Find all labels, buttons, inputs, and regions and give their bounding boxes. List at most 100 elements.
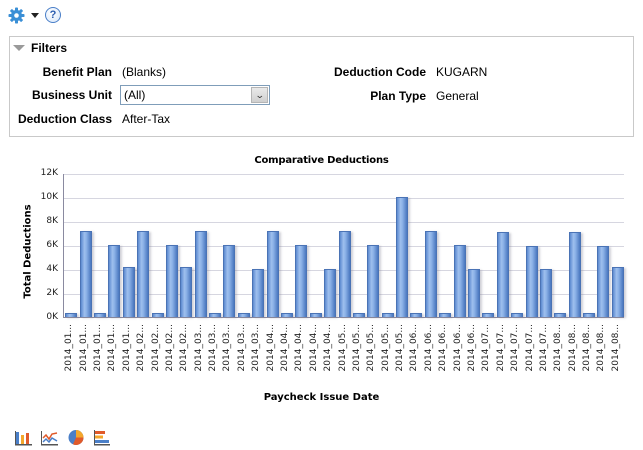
bar[interactable] <box>338 230 351 317</box>
bar[interactable] <box>209 313 222 317</box>
bar[interactable] <box>568 231 581 317</box>
x-tick-label: 2014_04... <box>308 324 319 372</box>
bar[interactable] <box>324 269 337 317</box>
bar[interactable] <box>467 269 480 317</box>
filter-deduction-class: Deduction Class After-Tax <box>10 109 170 129</box>
bar[interactable] <box>79 230 92 317</box>
x-tick-label: 2014_05... <box>337 324 348 372</box>
x-tick-label: 2014_06... <box>438 324 449 372</box>
y-tick-label: 10K <box>40 192 58 202</box>
x-tick-label: 2014_06... <box>409 324 420 372</box>
bar[interactable] <box>223 245 236 317</box>
bar[interactable] <box>554 313 567 317</box>
x-tick-label: 2014_06... <box>423 324 434 372</box>
benefit-plan-value: (Blanks) <box>122 65 167 79</box>
x-tick-label: 2014_08... <box>553 324 564 372</box>
bar[interactable] <box>611 266 624 317</box>
horizontal-bar-chart-icon[interactable] <box>93 429 111 446</box>
x-tick-label: 2014_01... <box>107 324 118 372</box>
x-tick-label: 2014_03... <box>222 324 233 372</box>
filters-toggle[interactable]: Filters <box>13 41 67 55</box>
bar[interactable] <box>482 313 495 317</box>
bar[interactable] <box>583 313 596 317</box>
x-tick-label: 2014_04... <box>265 324 276 372</box>
bar[interactable] <box>194 230 207 317</box>
bar[interactable] <box>410 313 423 317</box>
bar[interactable] <box>396 197 409 317</box>
y-tick-label: 12K <box>40 168 58 178</box>
plot-area <box>63 174 624 318</box>
caret-down-icon[interactable] <box>31 12 39 18</box>
x-tick-label: 2014_06... <box>466 324 477 372</box>
x-tick-label: 2014_02... <box>164 324 175 372</box>
bar[interactable] <box>525 246 538 317</box>
benefit-plan-label: Benefit Plan <box>42 65 112 79</box>
x-tick-label: 2014_06... <box>452 324 463 372</box>
deduction-class-label: Deduction Class <box>17 112 112 126</box>
bar[interactable] <box>266 230 279 317</box>
collapse-triangle-icon <box>13 45 25 51</box>
chevron-down-icon: ⌄ <box>254 89 265 100</box>
x-tick-label: 2014_01... <box>64 324 75 372</box>
x-tick-label: 2014_02... <box>179 324 190 372</box>
bar[interactable] <box>295 245 308 317</box>
filter-plan-type: Plan Type General <box>310 86 479 106</box>
bar[interactable] <box>122 266 135 317</box>
bar[interactable] <box>424 230 437 317</box>
bar[interactable] <box>453 245 466 317</box>
filters-panel: Filters Benefit Plan (Blanks) Business U… <box>9 36 634 137</box>
bar[interactable] <box>352 313 365 317</box>
bar[interactable] <box>137 230 150 317</box>
bar[interactable] <box>93 313 106 317</box>
bar[interactable] <box>439 313 452 317</box>
bar[interactable] <box>539 269 552 317</box>
gridline <box>64 174 624 175</box>
x-tick-label: 2014_03... <box>208 324 219 372</box>
x-tick-label: 2014_02... <box>136 324 147 372</box>
business-unit-select[interactable]: (All) ⌄ <box>120 85 270 105</box>
filter-deduction-code: Deduction Code KUGARN <box>310 62 487 82</box>
y-tick-label: 6K <box>46 240 58 250</box>
bar[interactable] <box>367 245 380 317</box>
bar[interactable] <box>381 313 394 317</box>
filter-benefit-plan: Benefit Plan (Blanks) <box>10 62 166 82</box>
x-tick-label: 2014_02... <box>150 324 161 372</box>
line-chart-icon[interactable] <box>41 429 59 446</box>
bar[interactable] <box>237 313 250 317</box>
plan-type-label: Plan Type <box>370 89 426 103</box>
bar[interactable] <box>165 245 178 317</box>
x-tick-label: 2014_07... <box>538 324 549 372</box>
x-tick-label: 2014_07... <box>495 324 506 372</box>
x-tick-label: 2014_05... <box>366 324 377 372</box>
plan-type-value: General <box>436 89 479 103</box>
bar[interactable] <box>597 246 610 317</box>
bar[interactable] <box>65 313 78 317</box>
x-tick-label: 2014_04... <box>279 324 290 372</box>
gear-icon[interactable] <box>8 7 25 24</box>
x-axis-label: Paycheck Issue Date <box>263 392 380 403</box>
x-tick-label: 2014_01... <box>92 324 103 372</box>
bar[interactable] <box>151 313 164 317</box>
bar[interactable] <box>252 269 265 317</box>
y-tick-label: 0K <box>46 312 58 322</box>
gridline <box>64 222 624 223</box>
bar[interactable] <box>108 245 121 317</box>
business-unit-selected-value: (All) <box>124 88 146 102</box>
x-tick-label: 2014_05... <box>380 324 391 372</box>
x-tick-label: 2014_03... <box>193 324 204 372</box>
x-tick-label: 2014_04... <box>323 324 334 372</box>
bar[interactable] <box>496 231 509 317</box>
help-icon[interactable]: ? <box>45 7 61 23</box>
y-tick-label: 8K <box>46 216 58 226</box>
bar[interactable] <box>280 313 293 317</box>
bar[interactable] <box>180 266 193 317</box>
x-tick-label: 2014_03... <box>236 324 247 372</box>
bar[interactable] <box>309 313 322 317</box>
dropdown-button[interactable]: ⌄ <box>251 87 268 103</box>
filters-title: Filters <box>31 41 68 55</box>
bar[interactable] <box>511 313 524 317</box>
pie-chart-icon[interactable] <box>67 429 85 446</box>
bar-chart-icon[interactable] <box>15 429 33 446</box>
x-tick-label: 2014_04... <box>294 324 305 372</box>
chart-title: Comparative Deductions <box>254 155 389 166</box>
